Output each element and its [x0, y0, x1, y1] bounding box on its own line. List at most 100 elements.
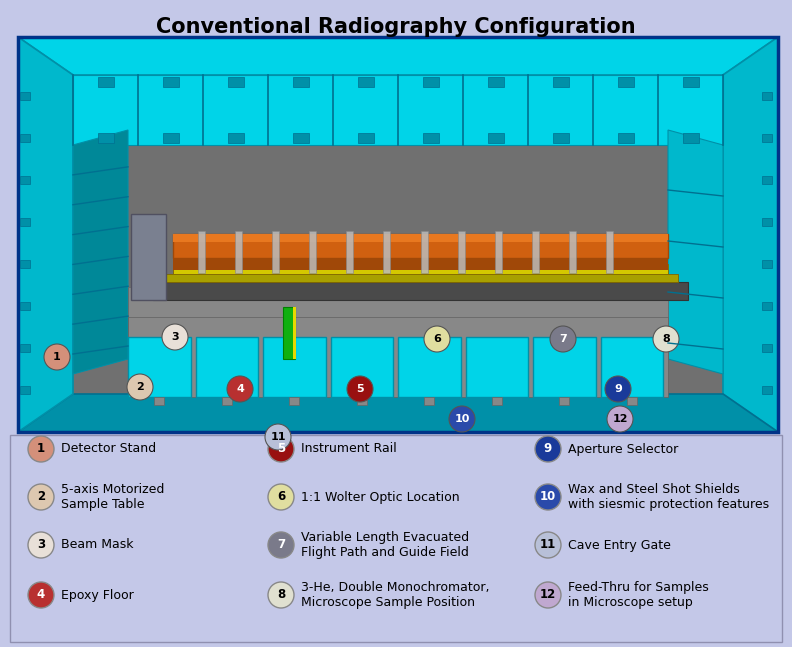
- FancyBboxPatch shape: [618, 77, 634, 87]
- FancyBboxPatch shape: [153, 282, 688, 300]
- FancyBboxPatch shape: [20, 386, 30, 394]
- Text: 5-axis Motorized
Sample Table: 5-axis Motorized Sample Table: [61, 483, 165, 511]
- Text: 11: 11: [540, 538, 556, 551]
- Text: 9: 9: [544, 443, 552, 455]
- FancyBboxPatch shape: [357, 133, 374, 143]
- Text: Instrument Rail: Instrument Rail: [301, 443, 397, 455]
- Circle shape: [535, 436, 561, 462]
- Text: 5: 5: [356, 384, 364, 394]
- Polygon shape: [73, 130, 128, 374]
- Text: Variable Length Evacuated
Flight Path and Guide Field: Variable Length Evacuated Flight Path an…: [301, 531, 469, 559]
- Circle shape: [28, 532, 54, 558]
- Text: 7: 7: [277, 538, 285, 551]
- FancyBboxPatch shape: [762, 260, 772, 268]
- Text: 12: 12: [540, 589, 556, 602]
- FancyBboxPatch shape: [20, 344, 30, 352]
- FancyBboxPatch shape: [283, 307, 295, 359]
- FancyBboxPatch shape: [20, 176, 30, 184]
- FancyBboxPatch shape: [131, 214, 166, 300]
- Text: 3-He, Double Monochromator,
Microscope Sample Position: 3-He, Double Monochromator, Microscope S…: [301, 581, 489, 609]
- Text: 9: 9: [614, 384, 622, 394]
- FancyBboxPatch shape: [398, 337, 460, 397]
- Polygon shape: [723, 37, 778, 432]
- Circle shape: [268, 582, 294, 608]
- Polygon shape: [668, 130, 723, 374]
- Text: 4: 4: [236, 384, 244, 394]
- FancyBboxPatch shape: [553, 77, 569, 87]
- FancyBboxPatch shape: [162, 77, 178, 87]
- Circle shape: [605, 376, 631, 402]
- FancyBboxPatch shape: [222, 397, 231, 405]
- Text: 1: 1: [37, 443, 45, 455]
- Text: 3: 3: [37, 538, 45, 551]
- FancyBboxPatch shape: [263, 337, 326, 397]
- FancyBboxPatch shape: [466, 337, 528, 397]
- FancyBboxPatch shape: [227, 77, 243, 87]
- Circle shape: [227, 376, 253, 402]
- FancyBboxPatch shape: [289, 397, 299, 405]
- Text: Detector Stand: Detector Stand: [61, 443, 156, 455]
- FancyBboxPatch shape: [196, 337, 258, 397]
- Text: 3: 3: [171, 332, 179, 342]
- Circle shape: [535, 484, 561, 510]
- Circle shape: [653, 326, 679, 352]
- FancyBboxPatch shape: [762, 176, 772, 184]
- FancyBboxPatch shape: [606, 231, 613, 273]
- FancyBboxPatch shape: [531, 231, 539, 273]
- Polygon shape: [18, 394, 778, 432]
- Polygon shape: [18, 37, 778, 75]
- FancyBboxPatch shape: [128, 337, 191, 397]
- FancyBboxPatch shape: [553, 133, 569, 143]
- Text: Feed-Thru for Samples
in Microscope setup: Feed-Thru for Samples in Microscope setu…: [568, 581, 709, 609]
- FancyBboxPatch shape: [97, 77, 113, 87]
- Text: 8: 8: [662, 334, 670, 344]
- FancyBboxPatch shape: [173, 258, 668, 270]
- Text: 12: 12: [612, 414, 628, 424]
- FancyBboxPatch shape: [762, 302, 772, 310]
- Circle shape: [424, 326, 450, 352]
- Text: 10: 10: [455, 414, 470, 424]
- Circle shape: [268, 532, 294, 558]
- FancyBboxPatch shape: [356, 397, 367, 405]
- Text: 2: 2: [37, 490, 45, 503]
- Text: 11: 11: [270, 432, 286, 442]
- Text: 10: 10: [540, 490, 556, 503]
- FancyBboxPatch shape: [762, 218, 772, 226]
- Circle shape: [162, 324, 188, 350]
- Circle shape: [28, 582, 54, 608]
- Circle shape: [44, 344, 70, 370]
- FancyBboxPatch shape: [173, 234, 668, 242]
- Circle shape: [28, 436, 54, 462]
- FancyBboxPatch shape: [762, 134, 772, 142]
- FancyBboxPatch shape: [293, 307, 296, 359]
- FancyBboxPatch shape: [495, 231, 501, 273]
- FancyBboxPatch shape: [600, 337, 663, 397]
- Text: 7: 7: [559, 334, 567, 344]
- Text: 6: 6: [277, 490, 285, 503]
- FancyBboxPatch shape: [762, 92, 772, 100]
- FancyBboxPatch shape: [20, 218, 30, 226]
- Circle shape: [265, 424, 291, 450]
- FancyBboxPatch shape: [424, 397, 434, 405]
- Polygon shape: [128, 287, 668, 359]
- Circle shape: [550, 326, 576, 352]
- FancyBboxPatch shape: [422, 77, 439, 87]
- FancyBboxPatch shape: [422, 133, 439, 143]
- Circle shape: [535, 532, 561, 558]
- FancyBboxPatch shape: [683, 77, 699, 87]
- Text: 8: 8: [277, 589, 285, 602]
- FancyBboxPatch shape: [309, 231, 316, 273]
- Text: Aperture Selector: Aperture Selector: [568, 443, 678, 455]
- Text: Cave Entry Gate: Cave Entry Gate: [568, 538, 671, 551]
- FancyBboxPatch shape: [10, 435, 782, 642]
- FancyBboxPatch shape: [559, 397, 569, 405]
- Text: Wax and Steel Shot Shields
with siesmic protection features: Wax and Steel Shot Shields with siesmic …: [568, 483, 769, 511]
- Circle shape: [268, 436, 294, 462]
- Circle shape: [28, 484, 54, 510]
- FancyBboxPatch shape: [618, 133, 634, 143]
- Polygon shape: [128, 317, 668, 397]
- FancyBboxPatch shape: [357, 77, 374, 87]
- Text: 1:1 Wolter Optic Location: 1:1 Wolter Optic Location: [301, 490, 459, 503]
- FancyBboxPatch shape: [20, 302, 30, 310]
- FancyBboxPatch shape: [163, 274, 678, 282]
